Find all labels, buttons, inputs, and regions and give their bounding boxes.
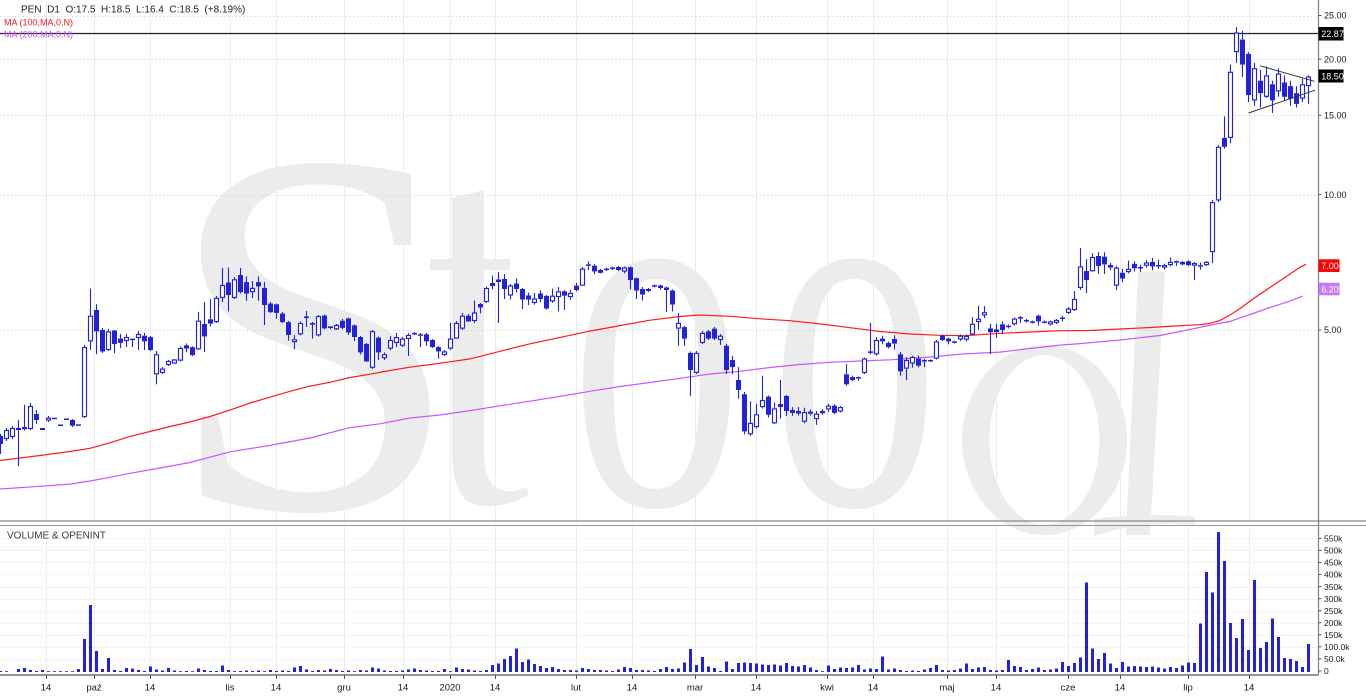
svg-text:550k: 550k bbox=[1324, 534, 1343, 544]
svg-text:cze: cze bbox=[1061, 683, 1076, 694]
svg-text:350k: 350k bbox=[1324, 582, 1343, 592]
svg-text:18.50: 18.50 bbox=[1321, 71, 1344, 81]
svg-text:25.00: 25.00 bbox=[1324, 11, 1347, 21]
svg-text:200k: 200k bbox=[1324, 618, 1343, 628]
svg-text:VOLUME & OPENINT: VOLUME & OPENINT bbox=[7, 531, 106, 542]
svg-text:mar: mar bbox=[687, 683, 703, 694]
svg-text:14: 14 bbox=[627, 683, 638, 694]
svg-text:10.00: 10.00 bbox=[1324, 190, 1347, 200]
svg-text:20.00: 20.00 bbox=[1324, 54, 1347, 64]
svg-text:14: 14 bbox=[398, 683, 409, 694]
svg-text:50.0k: 50.0k bbox=[1324, 654, 1346, 664]
svg-text:250k: 250k bbox=[1324, 606, 1343, 616]
svg-text:PEN D1 O:17.5 H:18.5 L:16.: PEN D1 O:17.5 H:18.5 L:16.4 C:18.5 (+8.1… bbox=[21, 5, 245, 16]
svg-text:gru: gru bbox=[337, 683, 351, 694]
svg-text:lip: lip bbox=[1183, 683, 1193, 694]
svg-text:0: 0 bbox=[1324, 666, 1329, 676]
svg-text:6.20: 6.20 bbox=[1321, 284, 1339, 294]
svg-text:paź: paź bbox=[86, 683, 102, 694]
svg-text:maj: maj bbox=[939, 683, 954, 694]
svg-text:500k: 500k bbox=[1324, 546, 1343, 556]
svg-text:lut: lut bbox=[571, 683, 581, 694]
svg-text:300k: 300k bbox=[1324, 594, 1343, 604]
svg-text:150k: 150k bbox=[1324, 630, 1343, 640]
svg-text:S: S bbox=[165, 44, 463, 621]
svg-text:o: o bbox=[570, 40, 743, 617]
svg-text:2020: 2020 bbox=[439, 683, 460, 694]
svg-text:14: 14 bbox=[868, 683, 879, 694]
svg-text:400k: 400k bbox=[1324, 570, 1343, 580]
svg-text:14: 14 bbox=[751, 683, 762, 694]
svg-text:14: 14 bbox=[41, 683, 52, 694]
svg-text:450k: 450k bbox=[1324, 558, 1343, 568]
svg-text:14: 14 bbox=[271, 683, 282, 694]
svg-text:MA (200,MA,0,N): MA (200,MA,0,N) bbox=[4, 30, 73, 40]
svg-text:o: o bbox=[770, 41, 940, 618]
svg-text:14: 14 bbox=[145, 683, 156, 694]
svg-text:7.00: 7.00 bbox=[1321, 261, 1339, 271]
svg-text:lis: lis bbox=[226, 683, 235, 694]
svg-text:14: 14 bbox=[490, 683, 501, 694]
svg-text:14: 14 bbox=[1244, 683, 1255, 694]
svg-text:14: 14 bbox=[1115, 683, 1126, 694]
svg-text:5.00: 5.00 bbox=[1324, 325, 1342, 335]
svg-text:100.0k: 100.0k bbox=[1324, 642, 1350, 652]
svg-text:kwi: kwi bbox=[820, 683, 834, 694]
svg-text:15.00: 15.00 bbox=[1324, 111, 1347, 121]
svg-text:14: 14 bbox=[991, 683, 1002, 694]
svg-text:MA (100,MA,0,N): MA (100,MA,0,N) bbox=[4, 18, 73, 28]
svg-text:22.87: 22.87 bbox=[1321, 29, 1344, 39]
